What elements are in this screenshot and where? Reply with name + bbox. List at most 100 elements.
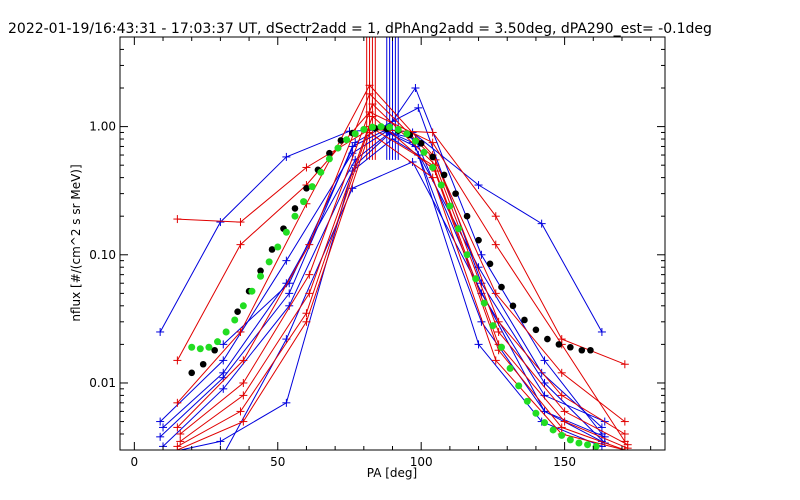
- x-tick-label: 0: [131, 455, 139, 469]
- y-axis-label: nflux [#/(cm^2 s sr MeV)]: [69, 164, 83, 321]
- green-dot: [368, 123, 376, 131]
- y-tick-label: 0.01: [89, 376, 116, 390]
- black-dot: [567, 343, 574, 351]
- chart-title: 2022-01-19/16:43:31 - 17:03:37 UT, dSect…: [8, 21, 712, 37]
- black-dot: [188, 369, 196, 377]
- green-dot: [532, 409, 540, 417]
- green-dot: [214, 338, 222, 346]
- data-point-plus: [365, 89, 374, 98]
- data-point-plus: [236, 327, 245, 336]
- green-dot: [265, 258, 273, 266]
- data-point-plus: [219, 356, 228, 365]
- data-point-plus: [282, 398, 291, 407]
- x-tick-label: 50: [270, 455, 285, 469]
- green-dot: [549, 426, 557, 434]
- data-point-plus: [428, 173, 437, 182]
- green-dot: [506, 364, 514, 372]
- data-point-plus: [491, 240, 500, 249]
- green-dot: [239, 302, 247, 310]
- black-dot: [544, 335, 551, 343]
- green-dot: [472, 275, 480, 283]
- data-point-plus: [414, 103, 423, 112]
- black-dot: [532, 326, 540, 334]
- data-point-plus: [176, 437, 185, 446]
- green-dot: [446, 202, 454, 210]
- black-dot: [257, 267, 264, 275]
- series-line-red: [177, 131, 625, 450]
- green-dot: [386, 123, 394, 131]
- data-point-plus: [156, 432, 165, 441]
- data-point-plus: [282, 256, 291, 265]
- green-dot: [575, 439, 583, 447]
- green-dot: [343, 136, 351, 144]
- green-dot: [274, 243, 282, 251]
- green-dot: [308, 183, 316, 191]
- green-dot: [489, 322, 497, 330]
- series-line-blue: [178, 138, 603, 450]
- black-dot: [303, 185, 310, 192]
- data-point-plus: [236, 407, 245, 416]
- green-dot: [300, 198, 308, 206]
- data-point-plus: [156, 327, 165, 336]
- data-point-plus: [173, 423, 182, 432]
- green-dot: [592, 442, 600, 450]
- green-dot: [454, 225, 462, 233]
- black-dot: [337, 137, 345, 144]
- series-line-red: [177, 125, 625, 450]
- series-line-red: [177, 84, 626, 422]
- data-point-plus: [620, 446, 629, 450]
- series-line-red: [177, 93, 626, 435]
- data-point-plus: [491, 356, 500, 365]
- data-point-plus: [557, 391, 566, 400]
- data-point-plus: [239, 356, 248, 365]
- x-axis-label: PA [deg]: [367, 466, 417, 480]
- data-point-plus: [219, 340, 228, 349]
- data-point-plus: [428, 138, 437, 147]
- black-dot: [440, 171, 448, 179]
- data-point-plus: [620, 417, 629, 426]
- green-dot: [566, 436, 574, 444]
- data-point-plus: [219, 384, 228, 393]
- green-dot: [541, 419, 549, 427]
- data-point-plus: [560, 407, 569, 416]
- data-point-plus: [491, 289, 500, 298]
- series-line-red: [179, 115, 628, 449]
- green-dot: [222, 328, 230, 336]
- data-point-plus: [173, 398, 182, 407]
- green-dot: [394, 125, 402, 133]
- data-point-plus: [239, 391, 248, 400]
- black-dot: [486, 260, 494, 268]
- green-dot: [334, 144, 342, 152]
- data-point-plus: [560, 417, 569, 426]
- data-point-plus: [408, 157, 417, 166]
- data-point-plus: [620, 360, 629, 369]
- data-point-plus: [216, 437, 225, 446]
- black-dot: [417, 140, 425, 147]
- green-dot: [257, 272, 265, 280]
- green-dot: [437, 181, 445, 189]
- green-dot: [231, 316, 239, 324]
- data-point-plus: [282, 152, 291, 161]
- green-dot: [523, 397, 531, 405]
- data-point-plus: [236, 218, 245, 227]
- data-point-plus: [216, 456, 224, 464]
- black-dot: [521, 316, 528, 324]
- data-point-plus: [156, 417, 165, 426]
- black-dot: [429, 153, 436, 161]
- series-line-red: [177, 128, 625, 365]
- black-dot: [268, 246, 276, 253]
- data-point-plus: [173, 446, 182, 450]
- series-line-blue: [162, 131, 605, 428]
- black-dot: [234, 308, 241, 315]
- green-dot: [188, 343, 196, 351]
- green-dot: [291, 212, 299, 220]
- x-tick-label: 100: [410, 455, 433, 469]
- black-dot: [211, 346, 218, 354]
- data-point-plus: [540, 356, 549, 365]
- data-point-plus: [620, 429, 629, 438]
- green-dot: [282, 228, 290, 236]
- black-dot: [475, 236, 482, 244]
- green-dot: [377, 123, 385, 131]
- data-point-plus: [236, 240, 245, 249]
- data-point-plus: [494, 317, 503, 326]
